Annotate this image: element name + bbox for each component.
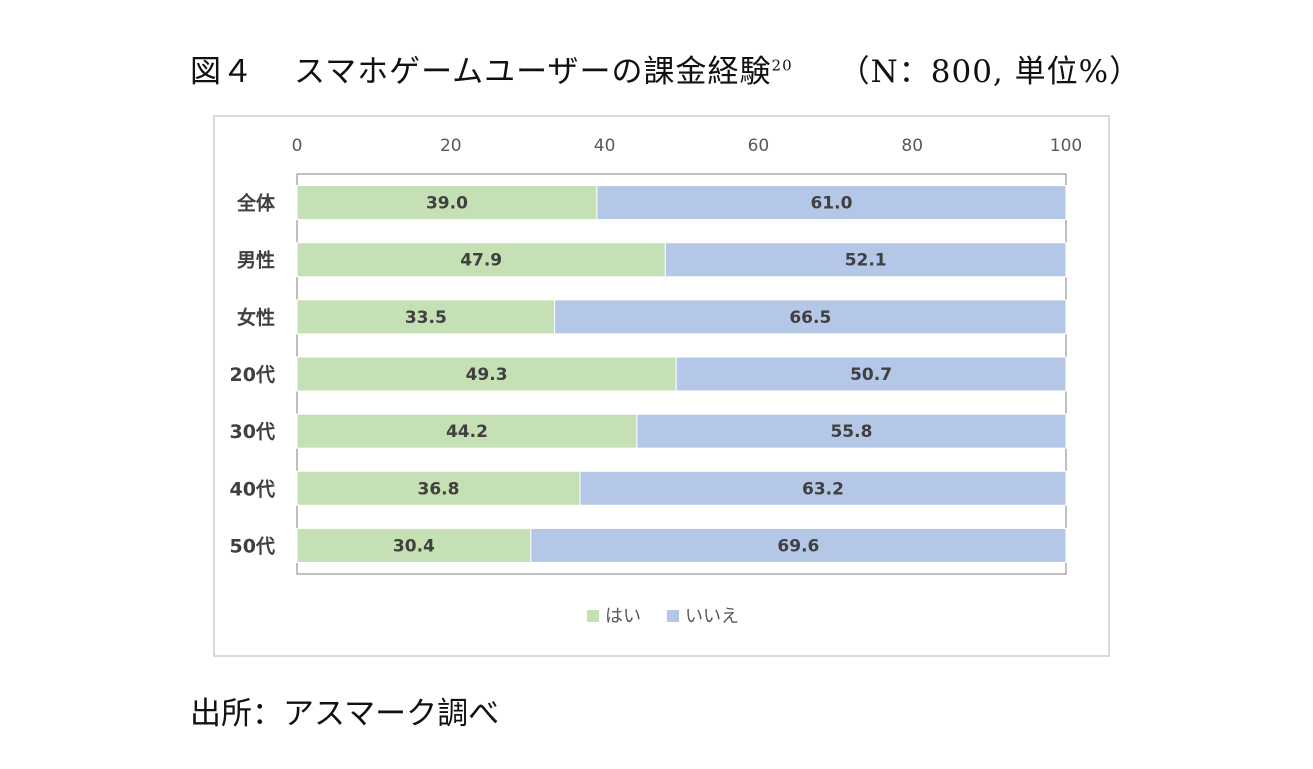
bar-segment-yes xyxy=(296,527,532,563)
category-label: 30代 xyxy=(230,421,275,443)
figure-title: 図４ スマホゲームユーザーの課金経験20 （N：800, 単位%） xyxy=(190,46,1141,91)
data-label: 47.9 xyxy=(460,251,502,271)
x-tick-label: 100 xyxy=(1050,136,1082,156)
data-label: 69.6 xyxy=(777,536,819,556)
bar-segment-yes xyxy=(296,470,581,506)
stacked-bar-chart: 0 20 40 60 80 100 全体 39.0 61.0 男性 47.9 52.1 女性 33.5 66… xyxy=(230,136,1083,627)
x-tick-label: 0 xyxy=(292,136,303,156)
bar-segment-no xyxy=(554,299,1067,335)
bar-segment-no xyxy=(636,413,1067,449)
data-label: 30.4 xyxy=(393,536,435,556)
data-label: 55.8 xyxy=(830,422,872,442)
category-label: 男性 xyxy=(237,249,275,272)
figure-title-text: スマホゲームユーザーの課金経験 xyxy=(294,54,772,90)
data-label: 52.1 xyxy=(845,251,887,271)
x-tick-label: 20 xyxy=(440,136,462,156)
legend-swatch xyxy=(667,610,679,622)
bar-segment-yes xyxy=(296,185,598,221)
category-label: 50代 xyxy=(230,535,275,557)
bar-segment-yes xyxy=(296,356,677,392)
footnote-marker: 20 xyxy=(771,56,793,75)
data-label: 36.8 xyxy=(418,479,460,499)
data-label: 63.2 xyxy=(802,479,844,499)
bar-segment-no xyxy=(530,527,1067,563)
data-label: 44.2 xyxy=(446,422,488,442)
legend-label: いいえ xyxy=(685,606,739,627)
category-label: 女性 xyxy=(237,306,275,329)
bar-segment-yes xyxy=(296,413,638,449)
data-label: 50.7 xyxy=(850,365,892,385)
source-note: 出所：アスマーク調べ xyxy=(190,696,500,732)
bar-segment-yes xyxy=(296,299,556,335)
figure-meta: （N：800, 単位%） xyxy=(838,54,1142,90)
data-label: 61.0 xyxy=(810,194,852,214)
x-tick-label: 80 xyxy=(901,136,923,156)
data-label: 49.3 xyxy=(466,365,508,385)
category-label: 全体 xyxy=(236,192,276,215)
chart-area: 0 20 40 60 80 100 全体 39.0 61.0 男性 47.9 52.1 女性 33.5 66… xyxy=(213,115,1110,657)
bar-segment-no xyxy=(579,470,1067,506)
legend-label: はい xyxy=(605,606,641,627)
data-label: 33.5 xyxy=(405,308,447,328)
bar-segment-no xyxy=(675,356,1067,392)
category-label: 20代 xyxy=(230,364,275,386)
bar-segment-no xyxy=(664,242,1067,278)
legend-swatch xyxy=(587,610,599,622)
category-label: 40代 xyxy=(230,478,275,500)
x-tick-label: 60 xyxy=(748,136,770,156)
data-label: 66.5 xyxy=(789,308,831,328)
figure-label: 図４ xyxy=(190,54,254,90)
x-tick-label: 40 xyxy=(594,136,616,156)
data-label: 39.0 xyxy=(426,194,468,214)
bar-segment-no xyxy=(596,185,1067,221)
